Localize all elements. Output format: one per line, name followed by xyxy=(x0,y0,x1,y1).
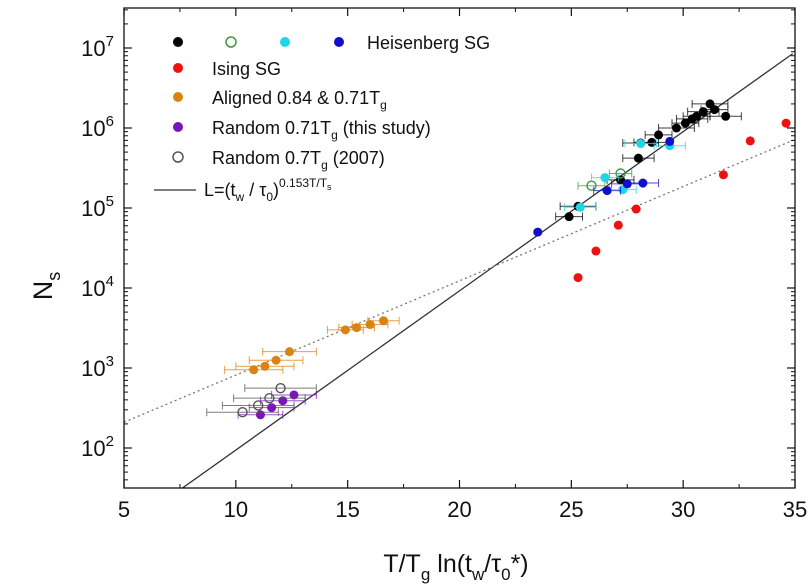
data-point xyxy=(378,316,388,326)
x-tick-label: 15 xyxy=(335,497,359,522)
data-point xyxy=(564,212,574,222)
plot-frame xyxy=(123,7,796,489)
data-point xyxy=(600,173,610,183)
data-point xyxy=(260,361,270,371)
legend-label: Random 0.7Tg (2007) xyxy=(212,148,385,172)
data-point xyxy=(680,118,690,128)
data-point xyxy=(285,347,295,357)
legend-marker xyxy=(173,63,183,73)
x-tick-label: 5 xyxy=(118,497,130,522)
legend-marker xyxy=(172,151,184,163)
data-point xyxy=(613,220,623,230)
data-point xyxy=(602,186,612,196)
data-point xyxy=(709,105,719,115)
legend-marker xyxy=(280,37,290,47)
data-point xyxy=(340,325,350,335)
data-points xyxy=(206,99,791,420)
legend-marker xyxy=(173,122,183,132)
data-point xyxy=(255,410,265,420)
legend-label: Ising SG xyxy=(212,59,281,79)
data-point xyxy=(615,168,626,179)
y-tick-label: 107 xyxy=(81,33,114,61)
data-point xyxy=(638,178,648,188)
fit-line-dotted xyxy=(124,139,794,423)
x-tick-label: 30 xyxy=(671,497,695,522)
data-point xyxy=(721,111,731,121)
y-tick-label: 102 xyxy=(81,433,114,461)
data-point xyxy=(575,202,585,212)
data-point xyxy=(718,170,728,180)
legend: Heisenberg SG Ising SG Aligned 0.84 & 0.71… xyxy=(154,33,490,204)
y-tick-label: 103 xyxy=(81,353,114,381)
data-point xyxy=(654,130,664,140)
x-axis-title: T/Tg ln(tw/τ0*) xyxy=(383,550,528,584)
data-point xyxy=(237,407,248,418)
data-point xyxy=(631,204,641,214)
data-point xyxy=(264,392,275,404)
legend-marker xyxy=(225,36,237,48)
x-tick-label: 25 xyxy=(559,497,583,522)
data-point xyxy=(633,153,643,163)
data-point xyxy=(665,136,675,146)
data-point xyxy=(278,396,288,406)
fit-line-solid xyxy=(181,53,794,488)
fit-lines xyxy=(124,53,794,488)
legend-marker xyxy=(173,37,183,47)
data-point xyxy=(781,118,791,128)
data-point xyxy=(573,273,583,283)
x-tick-label: 35 xyxy=(783,497,807,522)
y-tick-label: 106 xyxy=(81,113,114,141)
legend-label: Heisenberg SG xyxy=(367,33,490,53)
x-tick-label: 10 xyxy=(224,497,248,522)
x-tick-label: 20 xyxy=(447,497,471,522)
data-point xyxy=(275,382,286,394)
data-point xyxy=(671,123,681,133)
y-tick-label: 105 xyxy=(81,193,114,221)
data-point xyxy=(591,246,601,256)
data-point xyxy=(365,319,375,329)
data-point xyxy=(249,365,259,375)
axes: 5 10 15 20 25 30 35 102 103 104 105 106 107 xyxy=(81,7,807,522)
legend-label: Aligned 0.84 & 0.71Tg xyxy=(212,88,387,112)
data-point xyxy=(636,139,646,149)
legend-label: L=(tw / τ0)0.153T/Ts xyxy=(204,176,332,204)
y-axis-title: Ns xyxy=(28,272,64,301)
legend-marker xyxy=(173,92,183,102)
legend-marker xyxy=(334,37,344,47)
data-point xyxy=(271,355,281,365)
data-point xyxy=(352,323,362,333)
data-point xyxy=(698,107,708,117)
data-point xyxy=(253,400,264,411)
data-point xyxy=(267,403,277,413)
data-point xyxy=(692,111,702,121)
data-point xyxy=(745,136,755,146)
y-tick-label: 104 xyxy=(81,273,114,301)
data-point xyxy=(289,390,299,400)
legend-label: Random 0.71Tg (this study) xyxy=(212,118,431,142)
data-point xyxy=(533,227,543,237)
